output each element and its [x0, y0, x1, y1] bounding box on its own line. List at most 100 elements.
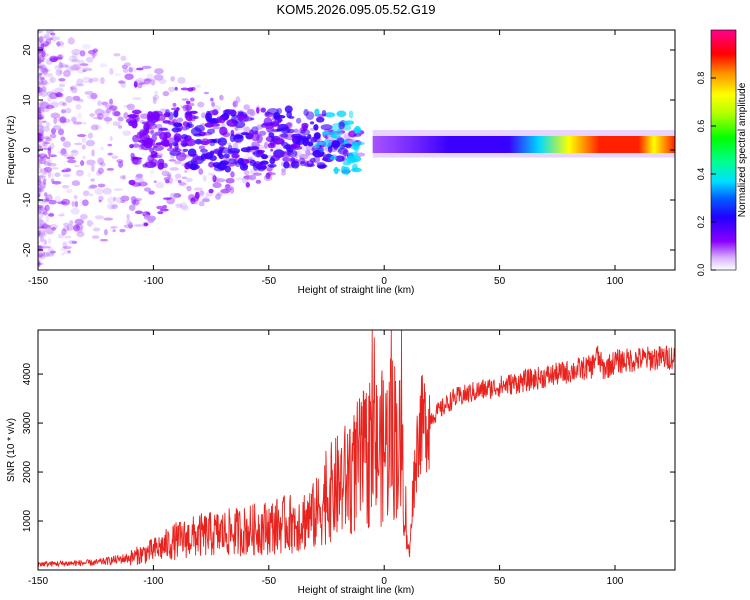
spectrogram-noise-blob — [199, 190, 205, 196]
spectrogram-noise-blob — [38, 211, 44, 220]
spectrogram-noise-blob — [97, 183, 106, 188]
spectrogram-noise-blob — [175, 203, 183, 208]
spectrogram-noise-blob — [38, 253, 43, 258]
spectrogram-noise-blob — [231, 153, 240, 159]
spectrogram-noise-blob — [79, 50, 86, 57]
spectrogram-noise-blob — [38, 138, 44, 142]
spectrogram-noise-blob — [39, 79, 44, 87]
spectrogram-ytick-label: -10 — [22, 192, 33, 207]
spectrogram-noise-blob — [62, 102, 67, 107]
spectrogram-noise-blob — [45, 59, 52, 66]
spectrogram-ridge-blob — [194, 138, 203, 145]
spectrogram-noise-blob — [174, 177, 179, 182]
spectrogram-noise-blob — [153, 74, 164, 81]
spectrogram-noise-blob — [296, 150, 302, 156]
spectrogram-ridge-blob — [240, 147, 251, 153]
spectrogram-noise-blob — [40, 221, 47, 226]
snr-frame — [37, 329, 676, 571]
spectrogram-noise-blob — [62, 225, 70, 232]
spectrogram-noise-blob — [38, 193, 41, 198]
spectrogram-noise-blob — [38, 184, 46, 191]
spectrogram-noise-blob — [91, 77, 100, 82]
spectrogram-noise-blob — [182, 104, 189, 112]
spectrogram-ridge-blob — [309, 121, 315, 125]
spectrogram-noise-blob — [61, 169, 68, 173]
spectrogram-noise-blob — [42, 40, 50, 47]
spectrogram-noise-blob — [38, 260, 42, 268]
spectrogram-ridge-band — [372, 136, 675, 153]
spectrogram-ridge-blob — [287, 149, 298, 158]
spectrogram-noise-blob — [44, 68, 51, 73]
spectrogram-ridge-blob — [322, 139, 332, 148]
spectrogram-noise-blob — [89, 184, 98, 189]
spectrogram-noise-blob — [85, 56, 94, 63]
spectrogram-noise-blob — [124, 73, 134, 80]
spectrogram-noise-blob — [150, 129, 155, 136]
spectrogram-noise-blob — [112, 121, 121, 126]
spectrogram-noise-blob — [46, 156, 51, 160]
spectrogram-noise-blob — [255, 179, 262, 184]
spectrogram-noise-blob — [87, 172, 91, 178]
spectrogram-noise-blob — [40, 205, 44, 210]
spectrogram-noise-blob — [142, 221, 148, 227]
spectrogram-noise-blob — [118, 80, 125, 85]
spectrogram-noise-blob — [203, 196, 210, 201]
spectrogram-ridge-blob — [187, 121, 193, 129]
snr-line — [38, 330, 675, 568]
spectrogram-noise-blob — [38, 229, 43, 236]
spectrogram-ridge-blob — [211, 139, 217, 143]
spectrogram-ridge-blob — [323, 130, 329, 135]
spectrogram-noise-blob — [38, 180, 42, 186]
spectrogram-noise-blob — [38, 228, 43, 236]
spectrogram-noise-blob — [57, 128, 65, 136]
spectrogram-noise-blob — [143, 78, 153, 82]
spectrogram-noise-blob — [58, 61, 63, 69]
spectrogram-noise-blob — [38, 166, 43, 174]
spectrogram-ridge-blob — [158, 127, 163, 133]
spectrogram-noise-blob — [281, 171, 286, 176]
spectrogram-ridge-blob — [324, 112, 336, 118]
spectrogram-noise-blob — [210, 97, 214, 102]
spectrogram-noise-blob — [150, 79, 156, 86]
spectrogram-noise-blob — [202, 175, 207, 182]
spectrogram-noise-blob — [43, 140, 48, 147]
spectrogram-ridge-blob — [220, 147, 231, 154]
spectrogram-noise-blob — [71, 240, 78, 244]
spectrogram-noise-blob — [38, 116, 42, 120]
spectrogram-noise-blob — [208, 161, 215, 168]
spectrogram-noise-blob — [174, 86, 178, 91]
spectrogram-noise-blob — [38, 72, 43, 76]
spectrogram-noise-blob — [211, 101, 216, 107]
spectrogram-noise-blob — [189, 102, 195, 107]
spectrogram-ridge-blob — [150, 110, 163, 117]
spectrogram-noise-blob — [102, 187, 112, 195]
spectrogram-ridge-blob — [258, 130, 267, 136]
spectrogram-noise-blob — [234, 153, 240, 161]
spectrogram-noise-blob — [128, 66, 133, 73]
spectrogram-noise-blob — [270, 148, 274, 152]
colorbar-ticks: 0.0 0.2 0.4 0.6 0.8 — [696, 72, 716, 277]
spectrogram-noise-blob — [169, 192, 179, 199]
spectrogram-noise-blob — [139, 82, 146, 85]
spectrogram-noise-blob — [38, 262, 42, 266]
colorbar-tick-label: 0.0 — [696, 264, 706, 277]
spectrogram-ridge-blob — [313, 132, 321, 140]
spectrogram-ridge-blob — [168, 111, 174, 120]
spectrogram-noise-blob — [90, 51, 98, 57]
spectrogram-noise-blob — [38, 249, 46, 257]
spectrogram-noise-blob — [54, 65, 60, 69]
spectrogram-noise-blob — [60, 148, 67, 155]
spectrogram-noise-blob — [41, 101, 48, 106]
spectrogram-noise-blob — [38, 222, 43, 227]
spectrogram-ridge-blob — [190, 127, 202, 136]
spectrogram-noise-blob — [62, 246, 72, 250]
spectrogram-ridge-blob — [152, 155, 163, 159]
spectrogram-noise-blob — [73, 194, 78, 200]
spectrogram-ridge-blob — [216, 116, 222, 124]
spectrogram-noise-blob — [162, 90, 170, 97]
spectrogram-noise-blob — [43, 73, 53, 77]
spectrogram-noise-blob — [57, 150, 63, 154]
spectrogram-noise-blob — [54, 195, 61, 203]
